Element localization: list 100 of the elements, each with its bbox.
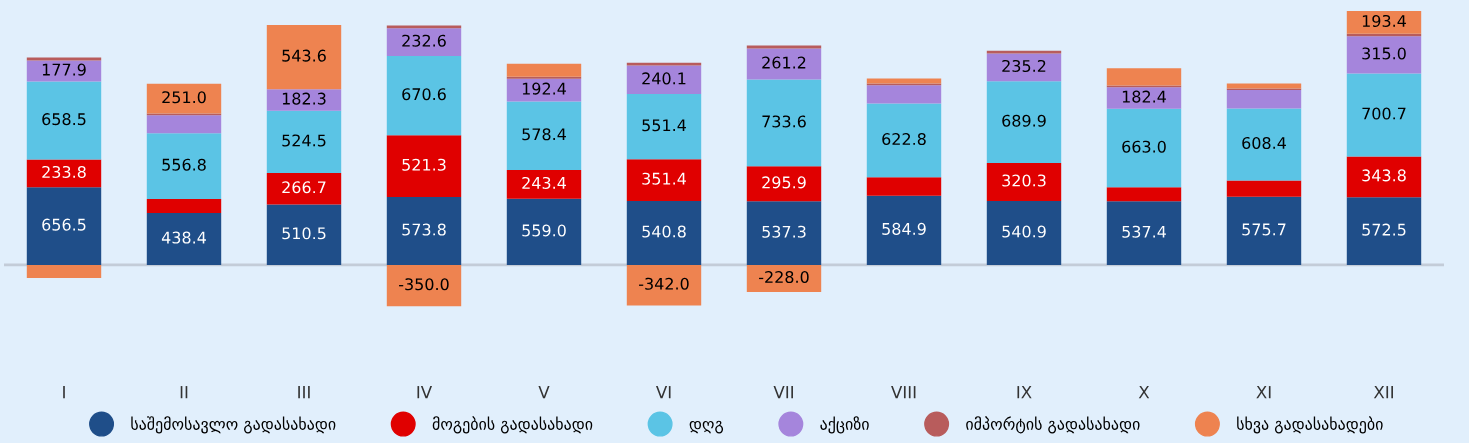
bar <box>146 83 222 114</box>
data-label: 537.3 <box>762 225 806 238</box>
x-tick-label: VIII <box>891 386 916 399</box>
bar <box>746 48 822 80</box>
bar <box>1106 68 1182 86</box>
data-label: 351.4 <box>642 172 686 185</box>
data-label: -228.0 <box>759 270 809 284</box>
bar <box>626 65 702 95</box>
bar <box>866 78 942 84</box>
bar <box>266 89 342 111</box>
x-tick-label: IX <box>1017 386 1032 399</box>
bar <box>1226 196 1302 265</box>
legend-label: იმპორტის გადასახადი <box>966 416 1140 434</box>
data-label: 524.5 <box>282 134 326 147</box>
bar <box>26 264 102 278</box>
data-label: 575.7 <box>1242 223 1286 236</box>
data-label: 537.4 <box>1122 225 1166 238</box>
data-label: 658.5 <box>42 113 86 126</box>
bar <box>506 76 582 79</box>
bar <box>626 94 702 160</box>
data-label: 193.4 <box>1362 14 1406 28</box>
data-label: 543.6 <box>282 49 326 62</box>
bar <box>506 101 582 170</box>
bar <box>386 264 462 307</box>
data-label: 540.9 <box>1002 225 1046 238</box>
x-tick-label: VII <box>773 386 793 399</box>
x-tick-label: V <box>538 386 550 399</box>
bar <box>1346 156 1422 198</box>
data-label: -350.0 <box>399 278 449 291</box>
bar <box>1346 10 1422 34</box>
data-label: 251.0 <box>162 91 206 104</box>
bar <box>386 55 462 136</box>
bar <box>626 159 702 201</box>
bar <box>866 85 942 104</box>
legend-label: საშემოსავლო გადასახადი <box>131 416 336 434</box>
data-label: 261.2 <box>762 56 806 69</box>
data-label: 733.6 <box>762 115 806 128</box>
bar <box>1226 180 1302 197</box>
bar <box>1106 201 1182 265</box>
data-label: 233.8 <box>42 165 86 178</box>
data-label: 551.4 <box>642 119 686 132</box>
legend-label: დღგ <box>689 420 724 434</box>
data-label: 540.8 <box>642 225 686 238</box>
data-label: 573.8 <box>402 223 446 236</box>
data-label: 572.5 <box>1362 223 1406 236</box>
x-tick-label: II <box>180 386 188 399</box>
bar <box>506 169 582 199</box>
data-label: 521.3 <box>402 158 446 171</box>
bar <box>26 57 102 61</box>
bar <box>146 133 222 200</box>
legend-label: სხვა გადასახადები <box>1237 416 1383 434</box>
bar <box>1106 187 1182 202</box>
x-tick-label: XI <box>1256 386 1271 399</box>
data-label: 584.9 <box>882 222 926 235</box>
x-tick-label: X <box>1138 386 1150 399</box>
legend-label: მოგების გადასახადი <box>432 416 593 434</box>
data-label: 343.8 <box>1362 169 1406 182</box>
bar <box>866 103 942 178</box>
bar <box>1226 90 1302 109</box>
data-label: 663.0 <box>1122 140 1166 153</box>
x-tick-label: III <box>298 386 310 399</box>
data-label: 510.5 <box>282 227 326 240</box>
bar <box>26 159 102 188</box>
bar <box>26 60 102 82</box>
data-label: 295.9 <box>762 176 806 189</box>
data-label: 608.4 <box>1242 136 1286 150</box>
bar <box>626 200 702 265</box>
bar <box>1106 87 1182 109</box>
bar <box>746 45 822 49</box>
bar <box>146 115 222 134</box>
data-label: 438.4 <box>161 231 206 244</box>
data-label: 320.3 <box>1002 174 1046 187</box>
bar <box>26 81 102 160</box>
data-label: 232.6 <box>402 34 446 47</box>
bar <box>626 62 702 66</box>
data-label: 192.4 <box>522 82 566 95</box>
bar <box>146 213 222 265</box>
data-label: -342.0 <box>639 277 689 290</box>
bar <box>1226 83 1302 89</box>
bar <box>26 187 102 265</box>
bar <box>266 172 342 205</box>
bar <box>1346 73 1422 157</box>
bar <box>506 198 582 265</box>
bar <box>266 110 342 173</box>
bar <box>986 200 1062 265</box>
x-tick-label: XII <box>1373 386 1393 399</box>
data-label: 315.0 <box>1362 47 1406 60</box>
bar <box>1106 108 1182 188</box>
data-label: 622.8 <box>882 133 926 146</box>
bar <box>1346 36 1422 74</box>
bar <box>266 204 342 265</box>
data-label: 656.5 <box>42 218 86 231</box>
bar <box>986 81 1062 163</box>
bar <box>386 197 462 265</box>
data-label: 700.7 <box>1362 107 1406 120</box>
bar <box>746 166 822 202</box>
bar <box>266 24 342 90</box>
x-tick-label: IV <box>417 386 433 399</box>
data-label: 578.4 <box>522 128 566 141</box>
bar <box>506 63 582 77</box>
